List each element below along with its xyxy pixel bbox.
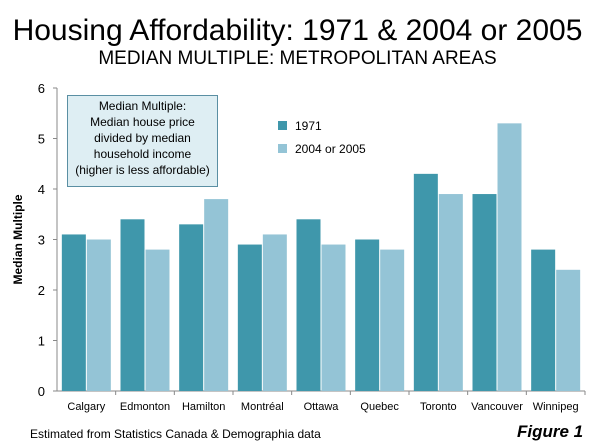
note-line: (higher is less affordable) [75,163,210,177]
bar-2004-or-2005 [145,249,170,391]
y-tick-label: 6 [38,81,45,96]
x-tick-label: Calgary [67,401,105,413]
y-tick-label: 5 [38,132,45,147]
note-line: Median house price [90,115,195,129]
bar-2004-or-2005 [204,199,229,391]
bar-2004-or-2005 [380,249,405,391]
legend-label-2004: 2004 or 2005 [295,142,366,156]
bar-2004-or-2005 [321,244,346,391]
x-tick-label: Ottawa [304,401,340,413]
legend-swatch-1971 [278,121,287,131]
bar-1971 [413,173,438,391]
median-multiple-note: Median Multiple: Median house price divi… [67,95,218,187]
bar-2004-or-2005 [262,234,287,391]
chart-subtitle: MEDIAN MULTIPLE: METROPOLITAN AREAS [98,48,497,69]
x-tick-label: Montréal [241,401,284,413]
bar-2004-or-2005 [556,269,581,391]
bar-1971 [179,224,204,391]
note-line: divided by median [94,131,191,145]
source-footnote: Estimated from Statistics Canada & Demog… [30,427,321,441]
bar-1971 [296,219,321,391]
x-tick-label: Toronto [420,401,457,413]
figure-label: Figure 1 [517,422,584,441]
bar-2004-or-2005 [497,123,522,391]
x-tick-label: Vancouver [471,401,523,413]
bar-1971 [120,219,145,391]
bar-1971 [237,244,262,391]
x-tick-label: Winnipeg [533,401,579,413]
x-tick-label: Hamilton [182,401,225,413]
y-axis-title: Median Multiple [11,194,25,284]
bar-1971 [355,239,380,391]
legend-swatch-2004 [278,144,287,154]
chart-title: Housing Affordability: 1971 & 2004 or 20… [12,14,583,47]
y-tick-label: 0 [38,384,45,399]
y-tick-label: 3 [38,233,45,248]
bar-1971 [61,234,86,391]
bar-1971 [531,249,556,391]
note-line: household income [93,147,192,161]
x-tick-label: Quebec [360,401,399,413]
legend-item-1971: 1971 [278,118,322,134]
y-tick-label: 1 [38,334,45,349]
x-tick-label: Edmonton [120,401,170,413]
legend-label-1971: 1971 [295,119,322,133]
bar-2004-or-2005 [438,194,463,391]
bar-1971 [472,194,497,391]
legend-item-2004: 2004 or 2005 [278,141,366,157]
y-tick-label: 2 [38,283,45,298]
y-tick-label: 4 [38,182,45,197]
bar-2004-or-2005 [86,239,111,391]
note-line: Median Multiple: [98,99,187,113]
